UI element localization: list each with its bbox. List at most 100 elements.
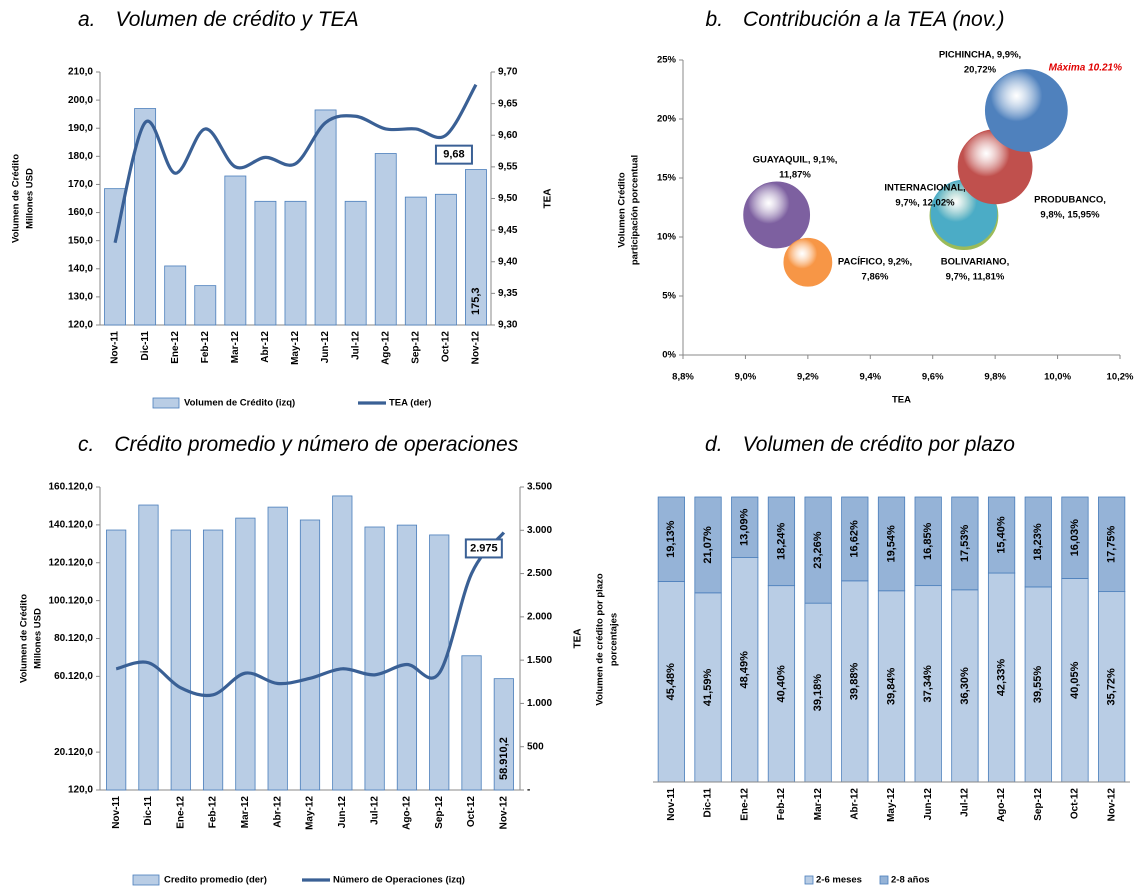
x-tick-label: Ene-12 xyxy=(739,788,750,821)
chart-title-text: Volumen de crédito por plazo xyxy=(743,433,1016,456)
y-tick-label: 20% xyxy=(657,114,677,125)
bubble-label: 7,86% xyxy=(862,272,889,283)
bubble-label: PICHINCHA, 9,9%, xyxy=(939,50,1021,61)
y2-tick-label: 9,35 xyxy=(498,288,518,299)
y-tick-label: 130,0 xyxy=(68,292,93,303)
x-tick-label: 9,6% xyxy=(922,372,944,383)
bar xyxy=(194,285,217,326)
chart-letter: c. xyxy=(78,433,94,456)
x-tick-label: Feb-12 xyxy=(208,796,219,829)
y2-tick-label: 9,70 xyxy=(498,67,518,78)
bar-segment xyxy=(804,602,832,783)
legend-swatch xyxy=(132,874,160,886)
y2-tick-label: 2.500 xyxy=(527,568,552,579)
x-tick-label: Feb-12 xyxy=(776,788,787,821)
x-tick-label: Nov-12 xyxy=(471,331,482,365)
x-tick-label: Nov-12 xyxy=(1106,788,1117,822)
bar xyxy=(224,175,247,326)
y2-tick-label: - xyxy=(527,785,530,796)
segment-label: 16,03% xyxy=(1069,519,1081,557)
x-tick-label: May-12 xyxy=(886,788,897,822)
chart-letter: d. xyxy=(705,433,723,456)
y-tick-label: 160,0 xyxy=(68,207,93,218)
segment-label: 17,75% xyxy=(1106,525,1118,563)
segment-label: 13,09% xyxy=(739,508,751,546)
x-tick-label: Oct-12 xyxy=(1070,788,1081,820)
line-value-label: 9,68 xyxy=(443,149,464,161)
y-tick-label: 210,0 xyxy=(68,67,93,78)
bar xyxy=(138,504,159,791)
bubble-label: BOLIVARIANO, xyxy=(941,257,1009,268)
bar-segment xyxy=(1061,496,1089,579)
chart-title-text: Crédito promedio y número de operaciones xyxy=(114,433,518,456)
x-tick-label: May-12 xyxy=(290,331,301,365)
bar-segment xyxy=(694,592,722,783)
y2-tick-label: 1.500 xyxy=(527,655,552,666)
bar-segment xyxy=(914,585,942,783)
bar-segment xyxy=(1024,496,1052,588)
bar xyxy=(465,169,487,326)
y2-tick-label: 1.000 xyxy=(527,698,552,709)
axis-title: Volumen de Crédito xyxy=(19,594,30,683)
x-tick-label: Mar-12 xyxy=(813,788,824,821)
x-tick-label: Dic-11 xyxy=(140,331,151,361)
y-tick-label: 10% xyxy=(657,232,677,243)
y2-tick-label: 3.000 xyxy=(527,525,552,536)
x-tick-label: Sep-12 xyxy=(1033,788,1044,821)
x-tick-label: Dic-11 xyxy=(143,796,154,826)
x-tick-label: Jul-12 xyxy=(960,788,971,817)
axis-title: Volumen de crédito por plazo xyxy=(595,573,606,706)
bar xyxy=(106,529,127,791)
bar-segment xyxy=(731,496,759,558)
bar-segment xyxy=(1098,496,1126,593)
axis-title: participación porcentual xyxy=(630,155,641,265)
y2-tick-label: 500 xyxy=(527,741,544,752)
legend-swatch xyxy=(804,875,814,885)
bar xyxy=(404,196,427,326)
x-tick-label: Jun-12 xyxy=(320,331,331,364)
segment-label: 16,85% xyxy=(922,522,934,560)
y-tick-label: 140,0 xyxy=(68,263,93,274)
y2-tick-label: 9,50 xyxy=(498,193,518,204)
y-tick-label: 150,0 xyxy=(68,235,93,246)
y-tick-label: 190,0 xyxy=(68,123,93,134)
bubble-label: INTERNACIONAL, xyxy=(884,183,965,194)
x-tick-label: Abr-12 xyxy=(272,796,283,828)
segment-label: 41,59% xyxy=(702,669,714,707)
x-tick-label: Oct-12 xyxy=(441,331,452,363)
segment-label: 39,18% xyxy=(812,674,824,712)
y-tick-label: 120,0 xyxy=(68,785,93,796)
x-tick-label: 9,0% xyxy=(735,372,757,383)
x-tick-label: Nov-11 xyxy=(110,331,121,364)
annotation: Máxima 10.21% xyxy=(1049,63,1122,74)
segment-label: 48,49% xyxy=(739,651,751,689)
bar xyxy=(374,153,397,326)
chart-title: c. Crédito promedio y número de operacion… xyxy=(78,433,519,456)
y-tick-label: 200,0 xyxy=(68,95,93,106)
segment-label: 40,40% xyxy=(775,665,787,703)
bar-segment xyxy=(987,496,1016,574)
segment-label: 42,33% xyxy=(995,659,1007,697)
x-tick-label: Ene-12 xyxy=(175,796,186,829)
bar xyxy=(314,109,337,326)
bar-segment xyxy=(731,557,759,783)
x-tick-label: Jul-12 xyxy=(350,331,361,360)
bubble xyxy=(783,237,833,287)
x-tick-label: May-12 xyxy=(305,796,316,830)
line xyxy=(115,531,506,698)
bubble-label: PRODUBANCO, xyxy=(1034,195,1106,206)
segment-label: 39,88% xyxy=(849,663,861,701)
y2-tick-label: 9,55 xyxy=(498,162,518,173)
bubble-label: 20,72% xyxy=(964,65,997,76)
axis-title: TEA xyxy=(543,189,554,209)
x-tick-label: Sep-12 xyxy=(434,796,445,829)
chart-letter: b. xyxy=(706,8,724,31)
chart-title: b. Contribución a la TEA (nov.) xyxy=(706,8,1005,31)
axis-title: Millones USD xyxy=(25,168,36,229)
legend-label: Credito promedio (der) xyxy=(164,875,267,886)
x-tick-label: Sep-12 xyxy=(410,331,421,364)
segment-label: 16,62% xyxy=(849,520,861,558)
legend-swatch xyxy=(152,397,180,409)
bar-value-label: 58.910,2 xyxy=(498,737,510,780)
